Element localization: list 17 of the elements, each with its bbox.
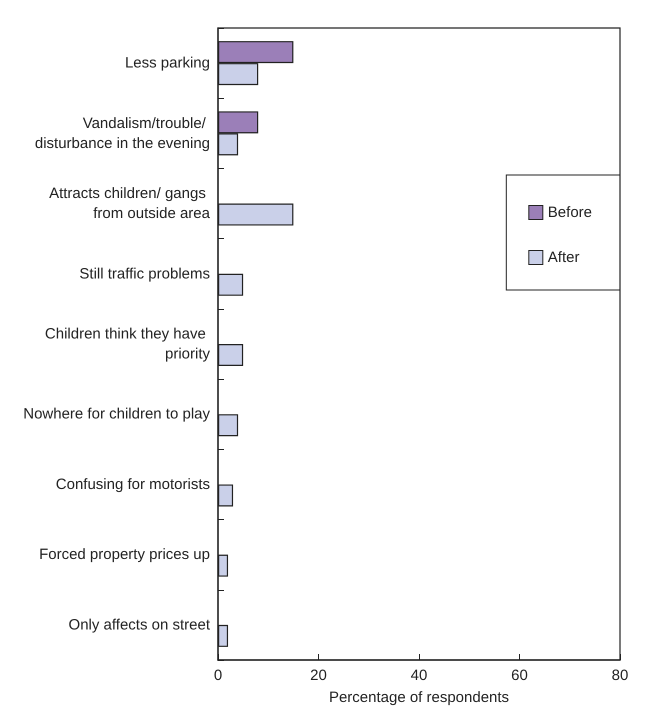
y-tick-label: Less parking [124, 54, 210, 72]
y-tick-label: Only affects on street [68, 616, 211, 634]
x-tick-label: 40 [410, 667, 428, 684]
x-tick-label: 0 [214, 667, 222, 684]
y-tick-label: Attracts children/ gangs from outside area [49, 185, 211, 222]
legend-label: After [548, 249, 580, 266]
x-tick-label: 60 [511, 667, 528, 684]
y-tick-label: Vandalism/trouble/ disturbance in the evening [34, 114, 210, 152]
y-tick-label: Nowhere for children to play [23, 406, 210, 423]
y-tick-label: Still traffic problems [79, 265, 210, 282]
x-tick-label: 80 [612, 667, 628, 684]
y-tick-label: Children think they have priority [44, 326, 210, 362]
legend-label: Before [548, 204, 592, 221]
x-tick-label: 20 [310, 667, 327, 684]
y-tick-label: Confusing for motorists [56, 476, 210, 493]
x-axis-title: Percentage of respondents [328, 689, 510, 706]
y-tick-label: Forced property prices up [39, 546, 210, 564]
